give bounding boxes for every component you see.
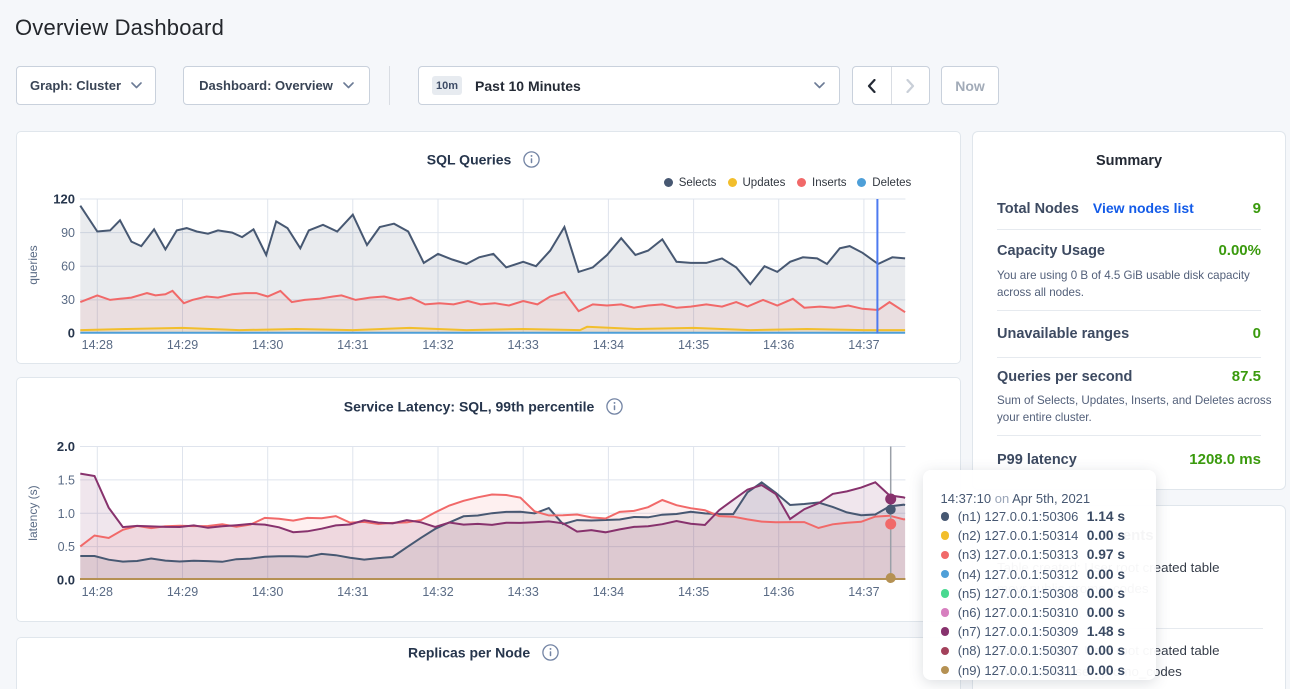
- svg-text:latency (s): latency (s): [26, 485, 40, 540]
- svg-text:2.0: 2.0: [57, 439, 75, 454]
- svg-text:14:33: 14:33: [508, 585, 539, 599]
- svg-text:14:32: 14:32: [422, 338, 453, 352]
- svg-text:14:30: 14:30: [252, 338, 283, 352]
- svg-text:14:34: 14:34: [593, 338, 624, 352]
- svg-text:60: 60: [61, 260, 75, 274]
- svg-text:queries: queries: [26, 245, 40, 284]
- svg-text:14:32: 14:32: [422, 585, 453, 599]
- svg-text:14:31: 14:31: [337, 585, 368, 599]
- svg-text:0.0: 0.0: [57, 573, 75, 588]
- svg-text:14:33: 14:33: [508, 338, 539, 352]
- svg-text:14:35: 14:35: [678, 585, 709, 599]
- svg-text:120: 120: [53, 192, 75, 207]
- svg-text:14:35: 14:35: [678, 338, 709, 352]
- svg-text:14:29: 14:29: [167, 338, 198, 352]
- svg-text:1.0: 1.0: [58, 507, 75, 521]
- svg-text:14:28: 14:28: [82, 338, 113, 352]
- svg-text:1.5: 1.5: [58, 473, 75, 487]
- svg-text:0.5: 0.5: [58, 540, 75, 554]
- svg-text:90: 90: [61, 226, 75, 240]
- svg-text:14:37: 14:37: [848, 585, 879, 599]
- svg-text:30: 30: [61, 293, 75, 307]
- svg-text:14:31: 14:31: [337, 338, 368, 352]
- svg-text:14:30: 14:30: [252, 585, 283, 599]
- svg-text:14:37: 14:37: [848, 338, 879, 352]
- svg-text:0: 0: [68, 326, 75, 341]
- svg-text:14:28: 14:28: [82, 585, 113, 599]
- svg-text:14:34: 14:34: [593, 585, 624, 599]
- svg-text:14:36: 14:36: [763, 585, 794, 599]
- svg-text:14:36: 14:36: [763, 338, 794, 352]
- svg-text:14:29: 14:29: [167, 585, 198, 599]
